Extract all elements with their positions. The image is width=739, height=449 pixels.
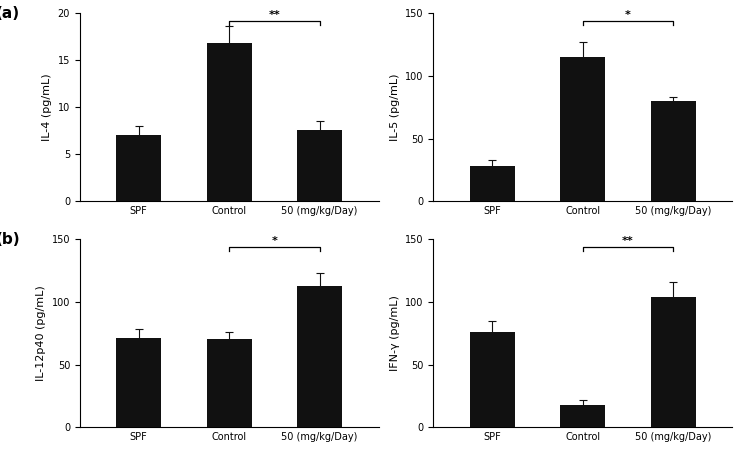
Bar (206, 339, 252, 427)
Bar (560, 405, 605, 427)
Y-axis label: IFN-γ (pg/mL): IFN-γ (pg/mL) (389, 295, 400, 371)
Bar (297, 286, 342, 427)
Text: (a): (a) (0, 6, 21, 21)
Text: (b): (b) (0, 232, 21, 247)
Y-axis label: IL-4 (pg/mL): IL-4 (pg/mL) (42, 74, 52, 141)
Bar (469, 332, 515, 427)
Text: *: * (271, 236, 277, 246)
Bar (116, 136, 161, 201)
Bar (650, 101, 696, 201)
Text: **: ** (622, 236, 634, 246)
Text: **: ** (268, 10, 280, 20)
Bar (650, 297, 696, 427)
Bar (469, 166, 515, 201)
Bar (116, 338, 161, 427)
Y-axis label: IL-12p40 (pg/mL): IL-12p40 (pg/mL) (36, 285, 46, 381)
Text: *: * (625, 10, 631, 20)
Y-axis label: IL-5 (pg/mL): IL-5 (pg/mL) (389, 74, 400, 141)
Bar (560, 57, 605, 201)
Bar (206, 43, 252, 201)
Bar (297, 130, 342, 201)
